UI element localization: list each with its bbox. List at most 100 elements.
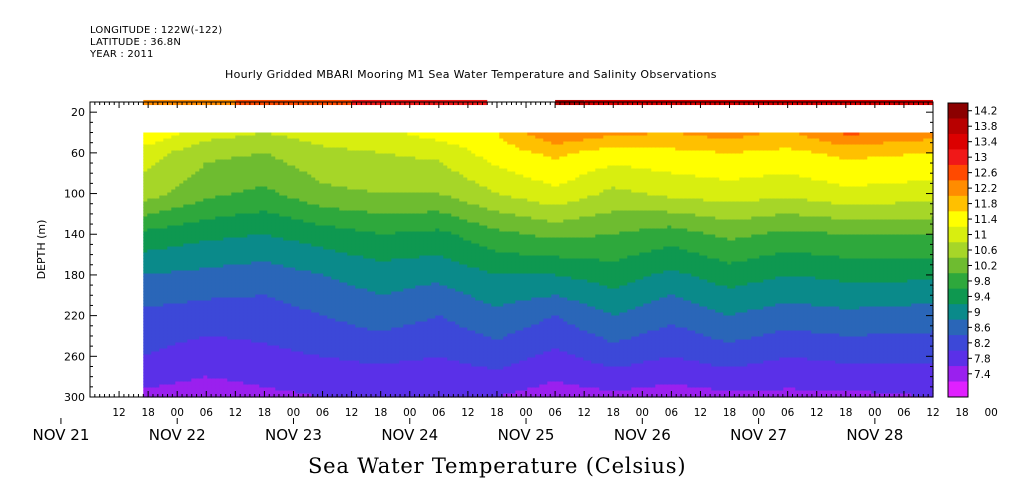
- heatmap-cell: [211, 201, 216, 206]
- heatmap-cell: [195, 381, 200, 386]
- heatmap-cell: [175, 327, 180, 332]
- heatmap-cell: [227, 345, 232, 350]
- heatmap-cell: [159, 279, 164, 284]
- heatmap-cell: [259, 219, 264, 224]
- heatmap-cell: [315, 336, 320, 341]
- heatmap-cell: [187, 159, 192, 164]
- heatmap-cell: [303, 387, 308, 392]
- heatmap-cell: [327, 132, 332, 137]
- heatmap-cell: [291, 210, 296, 215]
- heatmap-cell: [171, 264, 176, 269]
- heatmap-cell: [243, 177, 248, 182]
- heatmap-cell: [235, 267, 240, 272]
- heatmap-cell: [147, 222, 152, 227]
- heatmap-cell: [243, 153, 248, 158]
- heatmap-cell: [359, 285, 364, 290]
- heatmap-cell: [303, 144, 308, 149]
- heatmap-cell: [275, 186, 280, 191]
- heatmap-cell: [147, 294, 152, 299]
- heatmap-cell: [303, 360, 308, 365]
- heatmap-cell: [283, 213, 288, 218]
- heatmap-cell: [223, 198, 228, 203]
- heatmap-cell: [175, 336, 180, 341]
- heatmap-cell: [343, 279, 348, 284]
- heatmap-cell: [295, 192, 300, 197]
- heatmap-cell: [335, 348, 340, 353]
- heatmap-cell: [299, 393, 304, 398]
- heatmap-cell: [203, 240, 208, 245]
- heatmap-cell: [319, 138, 324, 143]
- heatmap-cell: [223, 189, 228, 194]
- heatmap-cell: [211, 198, 216, 203]
- heatmap-cell: [295, 144, 300, 149]
- heatmap-cell: [327, 195, 332, 200]
- heatmap-cell: [267, 276, 272, 281]
- heatmap-cell: [287, 231, 292, 236]
- heatmap-cell: [143, 192, 148, 197]
- heatmap-cell: [311, 252, 316, 257]
- heatmap-cell: [195, 171, 200, 176]
- heatmap-cell: [235, 276, 240, 281]
- heatmap-cell: [147, 252, 152, 257]
- heatmap-cell: [263, 300, 268, 305]
- heatmap-cell: [347, 195, 352, 200]
- heatmap-cell: [275, 243, 280, 248]
- heatmap-cell: [367, 135, 372, 140]
- heatmap-cell: [299, 339, 304, 344]
- heatmap-cell: [199, 234, 204, 239]
- heatmap-cell: [167, 306, 172, 311]
- heatmap-cell: [263, 330, 268, 335]
- heatmap-cell: [355, 306, 360, 311]
- heatmap-cell: [195, 336, 200, 341]
- heatmap-cell: [175, 192, 180, 197]
- heatmap-cell: [359, 324, 364, 329]
- heatmap-cell: [187, 201, 192, 206]
- heatmap-cell: [223, 297, 228, 302]
- heatmap-cell: [191, 246, 196, 251]
- heatmap-cell: [319, 366, 324, 371]
- heatmap-cell: [275, 309, 280, 314]
- heatmap-cell: [151, 339, 156, 344]
- heatmap-cell: [343, 201, 348, 206]
- heatmap-cell: [307, 261, 312, 266]
- heatmap-cell: [283, 351, 288, 356]
- heatmap-cell: [251, 174, 256, 179]
- heatmap-cell: [347, 348, 352, 353]
- heatmap-cell: [315, 165, 320, 170]
- heatmap-cell: [263, 162, 268, 167]
- heatmap-cell: [215, 372, 220, 377]
- heatmap-cell: [271, 303, 276, 308]
- heatmap-cell: [159, 174, 164, 179]
- heatmap-cell: [335, 132, 340, 137]
- heatmap-cell: [251, 195, 256, 200]
- heatmap-cell: [199, 189, 204, 194]
- heatmap-cell: [255, 321, 260, 326]
- heatmap-cell: [355, 327, 360, 332]
- heatmap-cell: [223, 216, 228, 221]
- heatmap-cell: [215, 210, 220, 215]
- heatmap-cell: [279, 303, 284, 308]
- heatmap-cell: [279, 162, 284, 167]
- heatmap-cell: [191, 351, 196, 356]
- heatmap-cell: [359, 150, 364, 155]
- heatmap-cell: [191, 225, 196, 230]
- heatmap-cell: [219, 228, 224, 233]
- heatmap-cell: [331, 327, 336, 332]
- heatmap-cell: [147, 291, 152, 296]
- heatmap-cell: [247, 375, 252, 380]
- heatmap-cell: [299, 273, 304, 278]
- heatmap-cell: [263, 150, 268, 155]
- heatmap-cell: [179, 357, 184, 362]
- heatmap-cell: [199, 132, 204, 137]
- heatmap-cell: [367, 156, 372, 161]
- heatmap-cell: [327, 150, 332, 155]
- heatmap-cell: [231, 312, 236, 317]
- heatmap-cell: [327, 141, 332, 146]
- heatmap-cell: [243, 279, 248, 284]
- heatmap-cell: [159, 291, 164, 296]
- heatmap-cell: [155, 240, 160, 245]
- heatmap-cell: [187, 315, 192, 320]
- heatmap-cell: [299, 213, 304, 218]
- heatmap-cell: [223, 279, 228, 284]
- heatmap-cell: [339, 135, 344, 140]
